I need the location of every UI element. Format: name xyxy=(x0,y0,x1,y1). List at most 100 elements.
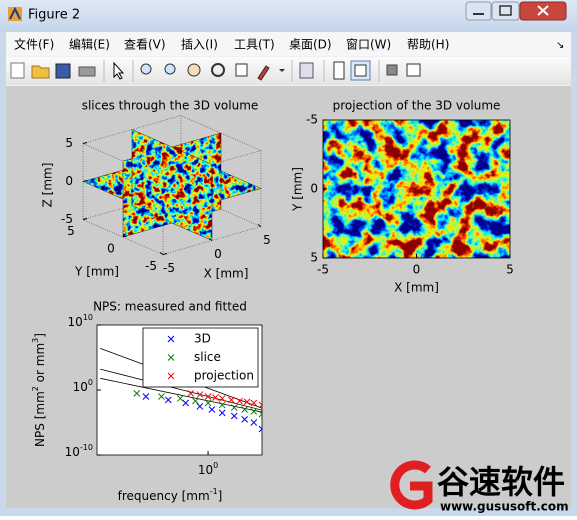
app-icon-glyph xyxy=(9,6,21,20)
plots: slices through the 3D volume-505-505-505… xyxy=(31,99,514,503)
menu-item[interactable]: 查看(V) xyxy=(124,38,166,52)
legend: 3D slice projection xyxy=(142,327,259,388)
tool-pointer[interactable] xyxy=(113,61,125,80)
marker-x xyxy=(133,390,141,397)
fit-line xyxy=(100,368,262,411)
x-tick xyxy=(208,238,213,241)
tool-dock[interactable] xyxy=(406,63,421,77)
legend-marker xyxy=(167,354,175,361)
tool-link[interactable] xyxy=(299,62,314,79)
x-tick xyxy=(257,224,262,227)
minimize-button[interactable] xyxy=(465,1,492,21)
legend-box xyxy=(142,327,259,388)
maximize-button[interactable] xyxy=(491,1,520,21)
z-tick-label: -5 xyxy=(61,212,73,226)
marker-x xyxy=(218,395,226,402)
marker-x xyxy=(164,396,172,404)
y-tick xyxy=(82,218,88,220)
menu-item[interactable]: 桌面(D) xyxy=(289,38,332,52)
z-tick xyxy=(82,180,88,182)
marker-x xyxy=(176,395,184,402)
z-axis-label: Z [mm] xyxy=(41,163,55,208)
marker-x xyxy=(142,393,150,400)
marker-x xyxy=(228,396,235,404)
menu-item[interactable]: 工具(T) xyxy=(234,38,275,52)
marker-x xyxy=(158,393,165,400)
tool-dropdown[interactable] xyxy=(279,69,285,72)
marker-x xyxy=(250,399,258,407)
marker-x xyxy=(241,406,248,413)
marker-x xyxy=(230,404,238,411)
toolbar-icons xyxy=(10,60,421,82)
tool-hide-tools[interactable] xyxy=(386,64,398,76)
menu-item[interactable]: 帮助(H) xyxy=(407,38,449,52)
marker-x xyxy=(204,393,212,400)
y-tick-label: 5 xyxy=(67,224,75,238)
x-tick-label: 5 xyxy=(263,233,271,247)
tool-pan[interactable] xyxy=(187,63,201,77)
tool-print[interactable] xyxy=(78,66,96,77)
image xyxy=(323,120,510,258)
x-tick-label: 0 xyxy=(214,247,222,261)
y-tick xyxy=(162,253,168,255)
tool-zoom-out[interactable] xyxy=(164,63,176,75)
menu-item[interactable]: 文件(F) xyxy=(14,37,54,52)
marker-x xyxy=(187,390,195,397)
x-axis-label: frequency [mm-1] xyxy=(118,487,223,503)
menu-item[interactable]: 编辑(E) xyxy=(69,37,110,52)
axis-box-edge xyxy=(180,115,262,151)
slice-edge xyxy=(131,129,213,241)
marker-x xyxy=(258,410,262,418)
menu-item[interactable]: 窗口(W) xyxy=(346,38,391,52)
menu-arrow: ↘ xyxy=(556,40,564,51)
close-glyph xyxy=(537,5,549,16)
tool-rotate[interactable] xyxy=(211,63,225,77)
marker-x xyxy=(192,397,199,405)
tool-new[interactable] xyxy=(10,62,25,79)
y-tick-label: 1010 xyxy=(68,313,93,329)
maximize-glyph xyxy=(499,5,512,16)
tool-zoom-in[interactable] xyxy=(140,63,152,75)
y-axis-label: Y [mm] xyxy=(74,265,119,279)
marker-x xyxy=(243,398,251,406)
axis-box-edge xyxy=(82,143,164,179)
x-axis-label: X [mm] xyxy=(204,267,249,281)
chart-title: slices through the 3D volume xyxy=(82,99,259,113)
z-tick-label: 0 xyxy=(65,174,73,188)
marker-x xyxy=(212,394,219,401)
axis-box-edge xyxy=(82,219,164,255)
y-axis-label: NPS [mm2 or mm3] xyxy=(31,333,47,447)
marker-x xyxy=(258,401,262,409)
tool-colorbar[interactable] xyxy=(333,61,345,80)
chart-title: NPS: measured and fitted xyxy=(93,300,247,314)
toolbar xyxy=(6,57,571,85)
legend-marker xyxy=(167,372,175,380)
menu-item[interactable]: 插入(I) xyxy=(181,38,218,52)
legend-marker xyxy=(167,335,175,343)
x-tick-label: -5 xyxy=(317,263,329,277)
tool-datacursor[interactable] xyxy=(235,63,248,77)
tool-brush[interactable] xyxy=(257,65,270,81)
tool-legend-glyph xyxy=(354,64,367,77)
z-tick-label: 5 xyxy=(65,136,73,150)
y-tick-label: 0 xyxy=(107,242,115,256)
tool-save[interactable] xyxy=(55,63,71,79)
marker-x xyxy=(258,425,262,433)
marker-x xyxy=(196,391,204,398)
menu-items: 文件(F) 编辑(E) 查看(V) 插入(I) 工具(T) 桌面(D) 窗口(W) 帮助(H) xyxy=(14,37,449,52)
y-tick-label: 100 xyxy=(73,378,93,394)
y-tick-label: -5 xyxy=(145,259,157,273)
chart-title: projection of the 3D volume xyxy=(333,99,501,113)
x-tick-label: -5 xyxy=(163,261,175,275)
x-tick xyxy=(159,252,164,255)
marker-x xyxy=(250,419,258,426)
marker-x xyxy=(208,406,216,413)
y-tick-label: -5 xyxy=(306,113,318,127)
tool-open[interactable] xyxy=(31,65,50,79)
marker-x xyxy=(241,416,248,423)
y-tick xyxy=(122,235,128,238)
x-tick-label: 5 xyxy=(506,263,514,277)
watermark: 谷速软件 www.gususoft.com xyxy=(390,460,569,514)
